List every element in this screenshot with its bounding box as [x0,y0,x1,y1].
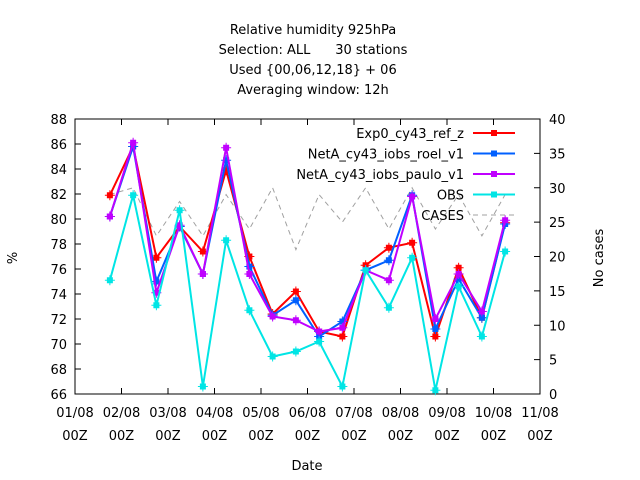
x-axis-label: Date [291,459,322,474]
x-tick-label-hour: 00Z [248,429,274,444]
legend-marker [491,171,497,177]
x-tick-label-date: 07/08 [335,406,372,421]
legend-marker [491,191,497,198]
x-tick-label-date: 04/08 [196,406,233,421]
legend-label: CASES [421,209,464,224]
x-tick-label-hour: 00Z [388,429,414,444]
legend-label: OBS [437,189,464,204]
y-tick-label: 70 [50,338,67,353]
legend: Exp0_cy43_ref_z NetA_cy43_iobs_roel_v1 Net… [296,127,515,224]
x-tick-label-date: 05/08 [242,406,279,421]
title-line-3: Used {00,06,12,18} + 06 [229,63,396,78]
x-tick-label-hour: 00Z [62,429,88,444]
y-tick-label: 84 [50,163,67,178]
y2-tick-label: 20 [549,251,566,266]
legend-label: NetA_cy43_iobs_roel_v1 [308,148,464,163]
legend-marker [491,130,497,136]
x-tick-label-date: 10/08 [475,406,512,421]
y-tick-label: 86 [50,138,67,153]
y2-tick-label: 5 [549,354,557,369]
y-tick-label: 74 [50,288,67,303]
y2-tick-label: 35 [549,147,566,162]
title-line-2: Selection: ALL 30 stations [219,43,408,58]
x-tick-label-hour: 00Z [202,429,228,444]
y-axis-label: % [6,252,21,264]
y-tick-label: 66 [50,388,67,403]
series-line [108,143,507,341]
x-tick-label-date: 09/08 [428,406,465,421]
x-tick-label-hour: 00Z [295,429,321,444]
legend-label: Exp0_cy43_ref_z [356,127,464,142]
x-tick-label-date: 02/08 [103,406,140,421]
y2-tick-label: 0 [549,388,557,403]
title-line-1: Relative humidity 925hPa [230,23,396,38]
x-tick-label-date: 08/08 [382,406,419,421]
y-tick-label: 68 [50,363,67,378]
y-tick-label: 80 [50,213,67,228]
x-tick-label-date: 01/08 [56,406,93,421]
x-tick-label-date: 03/08 [149,406,186,421]
y-tick-label: 82 [50,188,67,203]
y-tick-label: 72 [50,313,67,328]
chart-title: Relative humidity 925hPa Selection: ALL … [219,23,408,98]
y2-tick-label: 10 [549,319,566,334]
y-tick-label: 88 [50,113,67,128]
x-tick-label-hour: 00Z [481,429,507,444]
y2-tick-label: 25 [549,216,566,231]
plot-area [104,137,511,396]
x-tick-label-date: 06/08 [289,406,326,421]
legend-marker [491,150,497,157]
y2-tick-label: 40 [549,113,566,128]
y2-axis-label: No cases [592,229,607,288]
series-line [109,186,506,251]
y2-tick-label: 15 [549,285,566,300]
x-tick-label-hour: 00Z [109,429,135,444]
axes: 66 68 70 72 74 76 78 80 82 84 86 88 0 5 10 15 20 25 30 35 40… [50,113,565,444]
legend-label: NetA_cy43_iobs_paulo_v1 [296,168,464,183]
y-tick-label: 78 [50,238,67,253]
x-tick-label-hour: 00Z [527,429,553,444]
x-tick-label-hour: 00Z [341,429,367,444]
y-tick-label: 76 [50,263,67,278]
x-tick-label-hour: 00Z [155,429,181,444]
x-tick-label-date: 11/08 [521,406,558,421]
series-line [108,194,507,391]
x-tick-label-hour: 00Z [434,429,460,444]
title-line-4: Averaging window: 12h [237,83,389,98]
series-line [108,142,507,333]
y2-tick-label: 30 [549,182,566,197]
